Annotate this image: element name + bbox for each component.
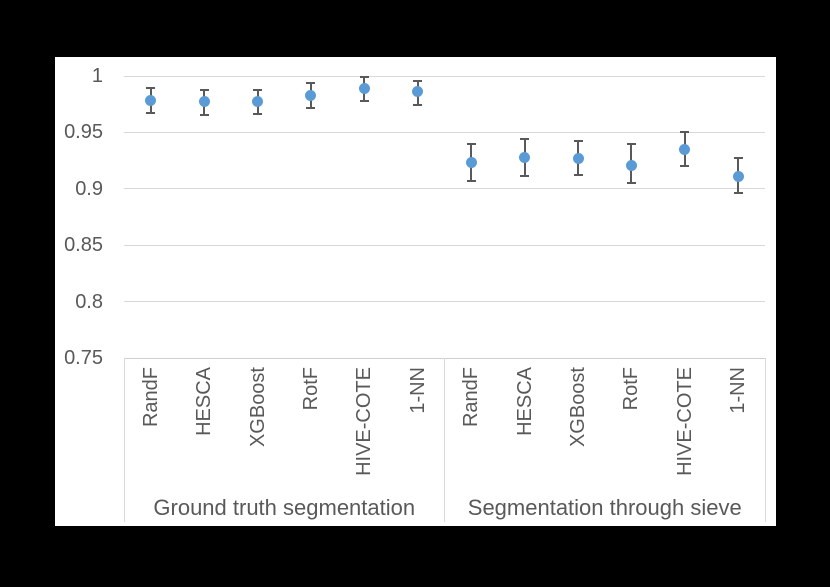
category-axis-label: HESCA <box>193 367 216 436</box>
category-group-label: Ground truth segmentation <box>153 495 416 520</box>
data-point-marker <box>252 96 264 108</box>
error-bar-cap-bottom <box>253 113 263 116</box>
data-point-marker <box>358 82 370 94</box>
chart-area: 1 0.95 0.9 0.85 0.8 0.75 RandF HESCA XGBoost RotF… <box>55 57 776 526</box>
y-axis-tick-label: 0.85 <box>64 234 103 257</box>
category-separator <box>764 358 766 522</box>
gridline <box>124 131 765 133</box>
category-axis-label: 1-NN <box>406 367 429 414</box>
category-axis-label: RandF <box>460 367 483 428</box>
data-point-marker <box>465 157 477 169</box>
gridline <box>124 244 765 246</box>
category-axis-label: HIVE-COTE <box>353 367 376 476</box>
error-bar-cap-top <box>573 140 583 143</box>
error-bar-cap-top <box>253 88 263 91</box>
error-bar-cap-bottom <box>626 182 636 185</box>
category-axis-label: 1-NN <box>727 367 750 414</box>
data-point-marker <box>572 152 584 164</box>
y-axis-tick-label: 0.75 <box>64 347 103 369</box>
error-bar-cap-bottom <box>733 192 743 195</box>
data-point-marker <box>732 170 744 182</box>
category-axis-label: XGBoost <box>246 367 269 448</box>
error-bar-cap-bottom <box>306 106 316 109</box>
error-bar-cap-top <box>306 81 316 84</box>
category-axis-label: RotF <box>299 367 322 411</box>
error-bar-cap-top <box>413 79 423 82</box>
data-point-marker <box>679 143 691 155</box>
error-bar-cap-top <box>733 157 743 160</box>
gridline <box>124 301 765 303</box>
data-point-marker <box>412 86 424 98</box>
y-axis-tick-label: 0.95 <box>64 121 103 144</box>
error-bar-cap-top <box>466 142 476 145</box>
y-axis-tick-label: 0.9 <box>75 177 103 200</box>
y-axis-tick-label: 0.8 <box>75 290 103 313</box>
category-axis-label: HIVE-COTE <box>673 367 696 476</box>
category-axis-label: HESCA <box>513 367 536 436</box>
category-axis-label: RandF <box>139 367 162 428</box>
category-separator <box>444 358 445 522</box>
error-bar-cap-bottom <box>680 165 690 168</box>
error-bar-cap-bottom <box>466 179 476 182</box>
error-bar-cap-bottom <box>199 114 209 117</box>
category-group-label: Segmentation through sieve <box>467 495 742 520</box>
error-bar-cap-top <box>359 76 369 79</box>
category-axis-label: RotF <box>620 367 643 411</box>
data-point-marker <box>198 96 210 108</box>
error-bar-cap-bottom <box>520 175 530 178</box>
gridline <box>124 75 765 77</box>
data-point-marker <box>145 95 157 107</box>
data-point-marker <box>305 89 317 101</box>
error-bar-cap-top <box>146 87 156 90</box>
data-point-marker <box>625 159 637 171</box>
error-bar-cap-bottom <box>146 112 156 115</box>
error-bar-cap-bottom <box>359 99 369 102</box>
category-axis-label: XGBoost <box>567 367 590 448</box>
error-bar-cap-top <box>199 88 209 91</box>
category-separator <box>123 358 125 522</box>
gridline <box>124 188 765 190</box>
error-bar-cap-top <box>626 142 636 145</box>
error-bar-cap-bottom <box>573 174 583 177</box>
error-bar-cap-top <box>680 131 690 134</box>
error-bar-cap-top <box>520 138 530 141</box>
error-bar-cap-bottom <box>413 104 423 107</box>
y-axis-tick-label: 1 <box>91 65 103 87</box>
data-point-marker <box>519 151 531 163</box>
